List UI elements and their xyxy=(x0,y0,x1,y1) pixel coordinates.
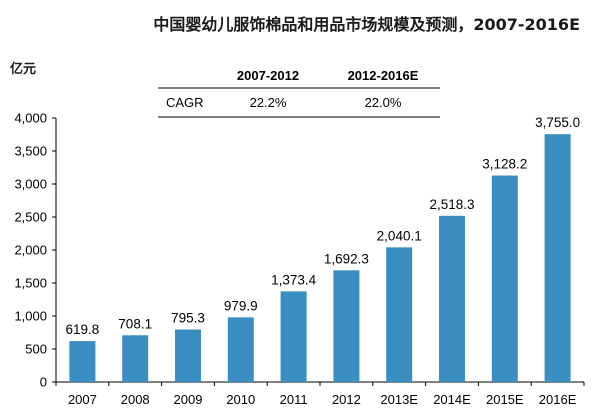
y-tick-label: 0 xyxy=(40,375,47,390)
x-category-label: 2010 xyxy=(226,392,255,407)
cagr-row-label: CAGR xyxy=(166,95,204,110)
bar-value-label: 708.1 xyxy=(118,316,152,331)
x-category-label: 2014E xyxy=(433,392,471,407)
y-tick-label: 2,500 xyxy=(14,210,47,225)
bar-2014e xyxy=(439,215,465,382)
cagr-value-2012-2016e: 22.0% xyxy=(365,95,402,110)
x-category-label: 2007 xyxy=(68,392,97,407)
y-tick-label: 2,000 xyxy=(14,243,47,258)
y-tick-label: 1,000 xyxy=(14,309,47,324)
bar-2008 xyxy=(122,335,149,382)
cagr-col-header-1: 2007-2012 xyxy=(237,68,299,83)
y-tick-label: 3,000 xyxy=(14,177,47,192)
x-category-label: 2012 xyxy=(332,392,361,407)
bar-value-label: 1,692.3 xyxy=(324,251,369,266)
bar-2007 xyxy=(69,341,96,382)
x-category-label: 2015E xyxy=(486,392,524,407)
cagr-table: 2007-2012 2012-2016E CAGR 22.2% 22.0% xyxy=(158,68,440,118)
bar-value-label: 795.3 xyxy=(171,311,205,326)
bar-2010 xyxy=(227,317,254,382)
chart-title: 中国婴幼儿服饰棉品和用品市场规模及预测，2007-2016E xyxy=(153,15,580,34)
bar-2012 xyxy=(333,270,360,382)
bar-2013e xyxy=(386,247,413,382)
x-category-label: 2013E xyxy=(380,392,418,407)
y-tick-label: 4,000 xyxy=(14,111,47,126)
bar-2015e xyxy=(491,175,518,382)
y-tick-label: 1,500 xyxy=(14,276,47,291)
x-category-label: 2008 xyxy=(121,392,150,407)
bar-2009 xyxy=(175,329,201,382)
bar-value-label: 619.8 xyxy=(66,322,100,337)
bar-2011 xyxy=(280,291,307,382)
y-axis-unit-label: 亿元 xyxy=(10,61,36,77)
bar-value-label: 1,373.4 xyxy=(271,272,317,287)
plot-area: 0 500 1,000 1,500 2,000 2,500 3,000 3,500 4,000 6… xyxy=(14,111,585,407)
bar-value-label: 3,128.2 xyxy=(482,157,527,172)
x-category-label: 2011 xyxy=(280,392,308,407)
x-category-label: 2016E xyxy=(539,392,577,407)
bar-2016e xyxy=(544,134,571,382)
x-category-label: 2009 xyxy=(174,392,203,407)
bar-value-label: 3,755.0 xyxy=(535,115,580,130)
y-tick-label: 500 xyxy=(25,342,47,357)
bar-value-label: 979.9 xyxy=(224,298,258,313)
bar-value-label: 2,040.1 xyxy=(377,228,422,243)
cagr-col-header-2: 2012-2016E xyxy=(348,68,419,83)
bar-value-label: 2,518.3 xyxy=(429,197,474,212)
y-tick-label: 3,500 xyxy=(14,144,47,159)
cagr-value-2007-2012: 22.2% xyxy=(250,95,287,110)
